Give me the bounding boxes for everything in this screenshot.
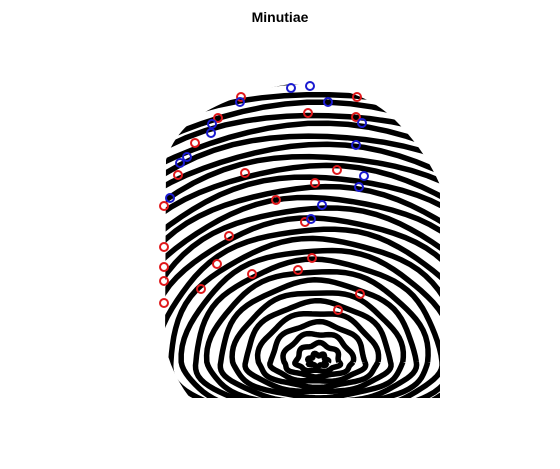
- bifurcation-marker: [323, 97, 333, 107]
- bifurcation-marker: [305, 81, 315, 91]
- termination-marker: [213, 113, 223, 123]
- termination-marker: [332, 165, 342, 175]
- bifurcation-marker: [235, 97, 245, 107]
- bifurcation-marker: [306, 214, 316, 224]
- termination-marker: [159, 298, 169, 308]
- ridge: [178, 247, 440, 398]
- termination-marker: [224, 231, 234, 241]
- ridge: [165, 183, 440, 398]
- bifurcation-marker: [182, 152, 192, 162]
- termination-marker: [271, 195, 281, 205]
- ridge: [267, 318, 369, 384]
- termination-marker: [352, 92, 362, 102]
- termination-marker: [351, 112, 361, 122]
- ridge: [192, 256, 440, 398]
- fingerprint: [165, 84, 440, 398]
- ridge: [229, 290, 407, 398]
- ridge: [242, 297, 394, 395]
- termination-marker: [293, 265, 303, 275]
- termination-marker: [240, 168, 250, 178]
- termination-marker: [159, 201, 169, 211]
- ridge: [165, 226, 440, 398]
- ridge: [280, 330, 357, 380]
- termination-marker: [333, 305, 343, 315]
- termination-marker: [307, 253, 317, 263]
- termination-marker: [303, 108, 313, 118]
- ridge: [165, 162, 440, 398]
- termination-marker: [310, 178, 320, 188]
- bifurcation-marker: [317, 200, 327, 210]
- figure-title: Minutiae: [252, 9, 309, 25]
- ridge: [165, 174, 440, 398]
- termination-marker: [173, 170, 183, 180]
- ridge: [304, 350, 332, 370]
- termination-marker: [355, 289, 365, 299]
- termination-marker: [159, 262, 169, 272]
- ridge: [165, 205, 440, 398]
- ridge: [167, 235, 440, 398]
- termination-marker: [212, 259, 222, 269]
- termination-marker: [190, 138, 200, 148]
- ridge: [165, 215, 440, 398]
- ridge: [203, 269, 431, 398]
- ridge: [165, 194, 440, 398]
- ridge: [217, 277, 420, 398]
- termination-marker: [236, 92, 246, 102]
- bifurcation-marker: [165, 193, 175, 203]
- bifurcation-marker: [359, 171, 369, 181]
- bifurcation-marker: [354, 182, 364, 192]
- termination-marker: [196, 284, 206, 294]
- termination-marker: [247, 269, 257, 279]
- termination-marker: [159, 276, 169, 286]
- bifurcation-marker: [206, 128, 216, 138]
- bifurcation-marker: [207, 119, 217, 129]
- minutiae-markers: [159, 81, 369, 315]
- bifurcation-marker: [351, 140, 361, 150]
- ridge: [254, 310, 382, 391]
- ridge: [292, 339, 344, 375]
- bifurcation-marker: [357, 118, 367, 128]
- bifurcation-marker: [286, 83, 296, 93]
- bifurcation-marker: [175, 158, 185, 168]
- termination-marker: [159, 242, 169, 252]
